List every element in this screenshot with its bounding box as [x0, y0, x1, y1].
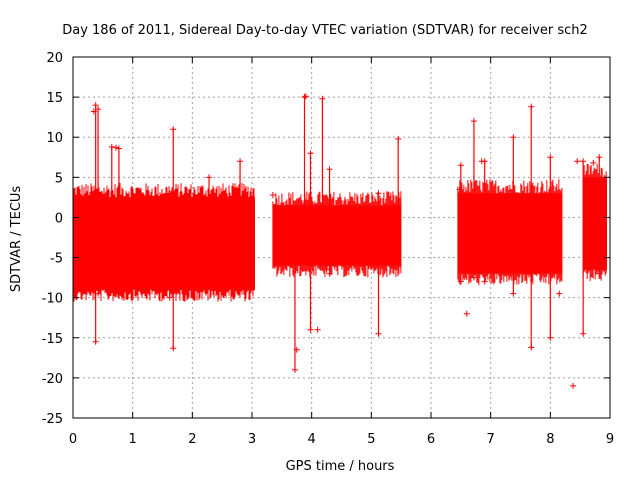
data-point: [206, 174, 213, 181]
data-point: [92, 338, 99, 345]
data-point: [456, 186, 463, 193]
y-tick-label: -10: [42, 292, 63, 307]
data-segment: [582, 163, 608, 282]
y-tick-label: 0: [55, 211, 63, 226]
data-point: [547, 154, 554, 161]
data-point: [95, 106, 102, 113]
y-tick-label: -5: [50, 252, 63, 267]
data-point: [478, 158, 485, 165]
x-axis-ticks: 0 1 2 3 4 5 6 7 8 9: [69, 57, 614, 447]
data-point: [375, 190, 382, 197]
data-point: [323, 266, 330, 273]
data-point: [166, 294, 173, 301]
x-tick-label: 1: [129, 432, 137, 447]
data-point: [326, 166, 333, 173]
data-point: [301, 254, 308, 261]
data-point: [457, 278, 464, 285]
data-point: [463, 310, 470, 317]
data-point: [291, 230, 298, 237]
data-point: [92, 102, 99, 109]
data-point: [166, 190, 173, 197]
data-point: [326, 270, 333, 277]
y-tick-label: 5: [55, 171, 63, 186]
data-point: [510, 290, 517, 297]
data-point: [269, 191, 276, 198]
data-point: [307, 150, 314, 157]
data-point: [112, 144, 119, 151]
y-axis-ticks: -25 -20 -15 -10 -5 0 5 10 15 20: [42, 51, 610, 427]
data-point: [314, 326, 321, 333]
x-tick-label: 9: [606, 432, 614, 447]
data-point: [528, 344, 535, 351]
x-tick-label: 7: [487, 432, 495, 447]
data-point: [301, 94, 308, 101]
data-point: [115, 145, 122, 152]
data-point: [170, 126, 177, 133]
data-point: [510, 134, 517, 141]
data-point: [237, 158, 244, 165]
data-segment: [72, 183, 255, 302]
data-point: [481, 278, 488, 285]
data-point: [115, 282, 122, 289]
data-point: [547, 334, 554, 341]
x-tick-label: 6: [427, 432, 435, 447]
data-point: [90, 108, 97, 115]
data-point: [319, 95, 326, 102]
chart-title: Day 186 of 2011, Sidereal Day-to-day VTE…: [62, 23, 588, 38]
data-point: [590, 159, 597, 166]
x-tick-label: 2: [188, 432, 196, 447]
data-point: [570, 382, 577, 389]
data-point: [580, 330, 587, 337]
data-point: [528, 103, 535, 110]
x-tick-label: 5: [367, 432, 375, 447]
plot-area: [72, 93, 608, 389]
data-point: [395, 135, 402, 142]
data-point: [470, 274, 477, 281]
data-point: [319, 254, 326, 261]
data-point: [237, 282, 244, 289]
plot-frame: [72, 56, 611, 419]
data-point: [556, 290, 563, 297]
x-tick-label: 8: [546, 432, 554, 447]
y-tick-label: -20: [42, 372, 63, 387]
y-tick-label: 10: [46, 131, 63, 146]
data-point: [291, 366, 298, 373]
data-point: [470, 118, 477, 125]
y-tick-label: -15: [42, 332, 63, 347]
x-tick-label: 3: [248, 432, 256, 447]
x-axis-label: GPS time / hours: [286, 459, 395, 474]
data-point: [395, 246, 402, 253]
data-point: [108, 286, 115, 293]
data-point: [580, 158, 587, 165]
data-point: [307, 326, 314, 333]
data-point: [574, 158, 581, 165]
data-point: [293, 346, 300, 353]
data-point: [95, 290, 102, 297]
data-segment: [457, 179, 563, 286]
data-point: [596, 154, 603, 161]
data-point: [219, 278, 226, 285]
y-tick-label: -25: [42, 412, 63, 427]
data-point: [108, 143, 115, 150]
data-segment: [272, 191, 402, 278]
data-point: [302, 93, 309, 100]
x-tick-label: 4: [308, 432, 316, 447]
y-axis-label: SDTVAR / TECUs: [9, 186, 24, 293]
data-point: [457, 162, 464, 169]
y-tick-label: 20: [46, 51, 63, 66]
data-point: [375, 330, 382, 337]
x-tick-label: 0: [69, 432, 77, 447]
data-point: [206, 278, 213, 285]
y-tick-label: 15: [46, 91, 63, 106]
data-point: [170, 345, 177, 352]
data-point: [596, 270, 603, 277]
